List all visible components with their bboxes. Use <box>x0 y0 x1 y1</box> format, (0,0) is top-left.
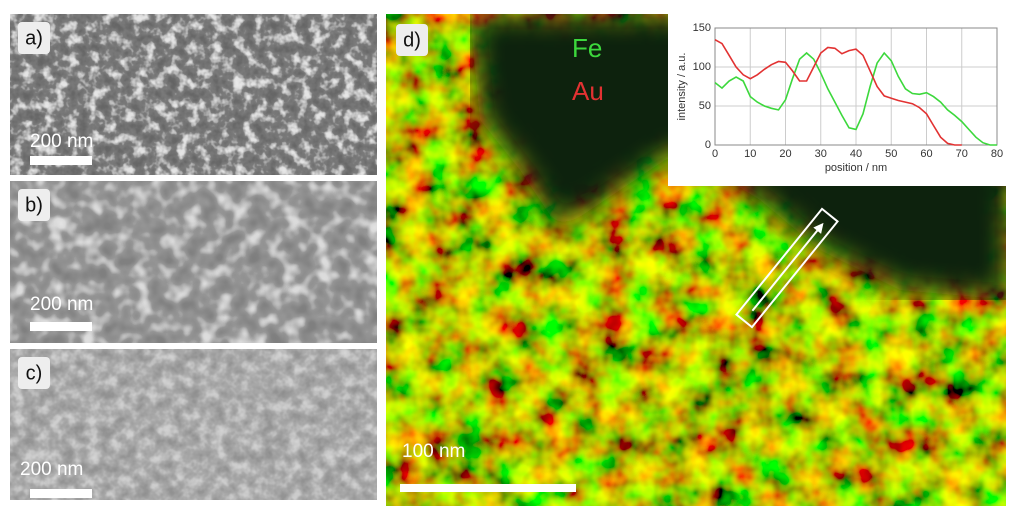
scale-bar-label: 200 nm <box>30 294 93 315</box>
y-tick-label: 100 <box>693 61 711 73</box>
panel-label: c) <box>26 362 43 384</box>
y-tick-label: 50 <box>699 100 711 112</box>
y-axis-title: intensity / a.u. <box>676 53 688 121</box>
scale-bar <box>30 156 92 165</box>
x-axis-title: position / nm <box>825 162 887 174</box>
scale-bar-label: 200 nm <box>20 459 83 480</box>
panel-label: d) <box>403 29 421 51</box>
panel-label: b) <box>25 194 43 216</box>
x-tick-label: 10 <box>744 148 756 160</box>
x-tick-label: 0 <box>712 148 718 160</box>
scale-bar <box>30 322 92 331</box>
x-tick-label: 70 <box>956 148 968 160</box>
element-label: Fe <box>572 33 602 63</box>
x-tick-label: 30 <box>815 148 827 160</box>
figure: 0 10 20 30 40 50 60 70 80 0 50 100 150 position / nm i… <box>0 0 1010 506</box>
x-tick-label: 40 <box>850 148 862 160</box>
y-tick-label: 0 <box>705 139 711 151</box>
x-tick-label: 50 <box>885 148 897 160</box>
panel-label: a) <box>25 27 43 49</box>
page-gap <box>386 0 1010 14</box>
inset-background <box>668 14 1006 186</box>
x-tick-label: 60 <box>920 148 932 160</box>
x-tick-label: 80 <box>991 148 1003 160</box>
scale-bar <box>400 484 576 492</box>
scale-bar-label: 200 nm <box>30 131 93 152</box>
y-tick-label: 150 <box>693 22 711 34</box>
scale-bar-label: 100 nm <box>402 441 465 462</box>
sem-image-b <box>10 181 377 343</box>
x-tick-label: 20 <box>779 148 791 160</box>
scale-bar <box>30 489 92 498</box>
element-label: Au <box>572 76 604 106</box>
page-gap <box>1006 14 1010 506</box>
